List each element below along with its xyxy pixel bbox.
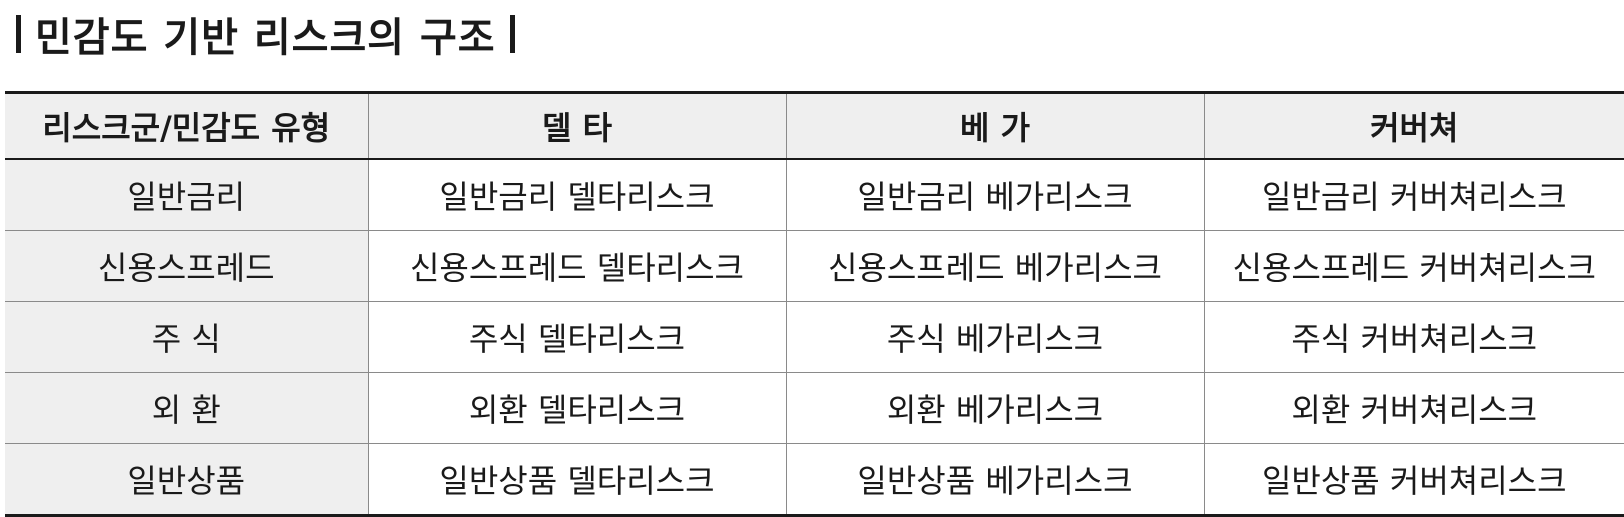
table-cell: 주식 커버쳐리스크 xyxy=(1203,301,1624,373)
table-cell: 일반상품 커버쳐리스크 xyxy=(1203,443,1624,516)
table-cell: 일반금리 베가리스크 xyxy=(785,159,1204,231)
title-right-bar xyxy=(509,15,515,53)
header-vega: 베 가 xyxy=(785,92,1204,160)
header-row: 리스크군/민감도 유형 델 타 베 가 커버쳐 xyxy=(5,92,1624,160)
row-label: 일반금리 xyxy=(5,159,368,231)
row-label: 일반상품 xyxy=(5,443,368,516)
table-cell: 일반금리 커버쳐리스크 xyxy=(1203,159,1624,231)
title-text: 민감도 기반 리스크의 구조 xyxy=(35,15,496,61)
row-label: 주 식 xyxy=(5,301,368,373)
table-cell: 일반금리 델타리스크 xyxy=(367,159,786,231)
table-cell: 일반상품 베가리스크 xyxy=(785,443,1204,516)
header-curvature: 커버쳐 xyxy=(1203,92,1624,160)
table-row: 신용스프레드 신용스프레드 델타리스크 신용스프레드 베가리스크 신용스프레드 … xyxy=(5,230,1624,302)
header-risk-class: 리스크군/민감도 유형 xyxy=(5,92,368,160)
title-left-bar xyxy=(16,15,21,53)
table-cell: 신용스프레드 커버쳐리스크 xyxy=(1203,230,1624,302)
table-row: 일반상품 일반상품 델타리스크 일반상품 베가리스크 일반상품 커버쳐리스크 xyxy=(5,443,1624,516)
table-cell: 주식 베가리스크 xyxy=(785,301,1204,373)
table-row: 일반금리 일반금리 델타리스크 일반금리 베가리스크 일반금리 커버쳐리스크 xyxy=(5,159,1624,231)
table-cell: 주식 델타리스크 xyxy=(367,301,786,373)
header-delta: 델 타 xyxy=(367,92,786,160)
table-cell: 외환 델타리스크 xyxy=(367,372,786,444)
row-label: 외 환 xyxy=(5,372,368,444)
risk-structure-table: 리스크군/민감도 유형 델 타 베 가 커버쳐 일반금리 일반금리 델타리스크 … xyxy=(5,91,1624,517)
table-header: 리스크군/민감도 유형 델 타 베 가 커버쳐 xyxy=(5,92,1624,160)
page-title: 민감도 기반 리스크의 구조 xyxy=(16,6,515,62)
table-cell: 일반상품 델타리스크 xyxy=(367,443,786,516)
row-label: 신용스프레드 xyxy=(5,230,368,302)
table-cell: 외환 베가리스크 xyxy=(785,372,1204,444)
table-cell: 신용스프레드 델타리스크 xyxy=(367,230,786,302)
table-row: 외 환 외환 델타리스크 외환 베가리스크 외환 커버쳐리스크 xyxy=(5,372,1624,444)
table-row: 주 식 주식 델타리스크 주식 베가리스크 주식 커버쳐리스크 xyxy=(5,301,1624,373)
table-body: 일반금리 일반금리 델타리스크 일반금리 베가리스크 일반금리 커버쳐리스크 신… xyxy=(5,159,1624,516)
table-cell: 신용스프레드 베가리스크 xyxy=(785,230,1204,302)
table-cell: 외환 커버쳐리스크 xyxy=(1203,372,1624,444)
